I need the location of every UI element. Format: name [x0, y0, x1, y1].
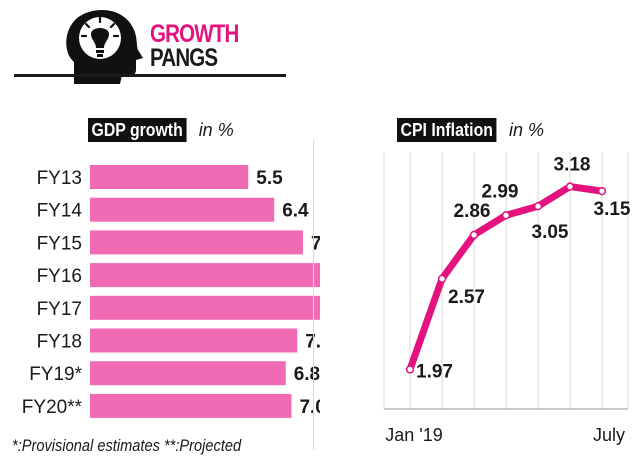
gdp-value-label: 7.4 — [311, 233, 320, 254]
gdp-category-label: FY13 — [37, 168, 82, 189]
panel-divider — [313, 140, 314, 450]
cpi-x-tick-label: July — [593, 425, 625, 445]
cpi-x-tick-label: Jan '19 — [385, 425, 442, 445]
gdp-category-label: FY15 — [37, 233, 82, 254]
cpi-chart-title: CPI Inflation in % — [397, 118, 544, 142]
gdp-category-label: FY17 — [37, 299, 82, 320]
gdp-value-label: 5.5 — [256, 168, 283, 189]
cpi-value-label: 3.05 — [532, 222, 569, 243]
cpi-value-label: 2.99 — [482, 181, 519, 202]
gdp-value-label: 6.4 — [282, 201, 309, 222]
gdp-value-label: 7.2 — [305, 332, 320, 353]
gdp-bar — [90, 295, 320, 320]
gdp-bar — [90, 361, 286, 386]
gdp-title-unit: in % — [198, 120, 234, 140]
gdp-category-label: FY19* — [29, 364, 82, 385]
cpi-point — [501, 211, 511, 220]
gdp-bar — [90, 230, 303, 255]
page-title: GROWTH PANGS — [150, 20, 239, 72]
cpi-point — [469, 230, 479, 240]
cpi-point — [405, 365, 415, 374]
gdp-bar — [90, 165, 249, 189]
cpi-value-label: 3.18 — [554, 155, 591, 176]
gdp-chart-title: GDP growth in % — [88, 118, 234, 142]
cpi-value-label: 1.97 — [416, 361, 453, 382]
gdp-category-label: FY18 — [37, 332, 82, 353]
gdp-bar — [90, 197, 275, 222]
cpi-title-unit: in % — [509, 120, 545, 140]
footnote: *:Provisional estimates **:Projected — [12, 436, 242, 455]
head-with-lightbulb-icon — [60, 4, 144, 86]
title-line-growth: GROWTH — [150, 20, 239, 48]
gdp-bar — [90, 328, 298, 353]
header-divider — [14, 74, 286, 77]
cpi-line-chart: 1.97 2.57 2.862.99 3.05 3.18 3.15 Jan '19 July — [383, 152, 631, 445]
gdp-bar-chart: FY135.5FY146.4FY157.4FY168.0FY178.2FY187… — [22, 165, 320, 418]
gdp-bar — [90, 263, 320, 288]
gdp-title-label: GDP growth — [88, 118, 187, 142]
cpi-point — [597, 186, 607, 196]
gdp-category-label: FY20** — [22, 397, 83, 418]
gdp-value-label: 7.0 — [299, 397, 320, 418]
cpi-point — [565, 182, 575, 191]
gdp-bar — [90, 393, 292, 418]
gdp-value-label: 6.8 — [294, 364, 320, 385]
gdp-category-label: FY14 — [37, 201, 83, 222]
cpi-point — [533, 202, 543, 211]
title-line-pangs: PANGS — [150, 44, 218, 72]
gdp-category-label: FY16 — [37, 266, 82, 287]
cpi-value-label: 2.86 — [454, 201, 491, 222]
cpi-value-label: 2.57 — [448, 287, 485, 308]
cpi-value-label: 3.15 — [594, 199, 631, 220]
cpi-point — [437, 274, 447, 283]
cpi-title-label: CPI Inflation — [397, 118, 497, 142]
